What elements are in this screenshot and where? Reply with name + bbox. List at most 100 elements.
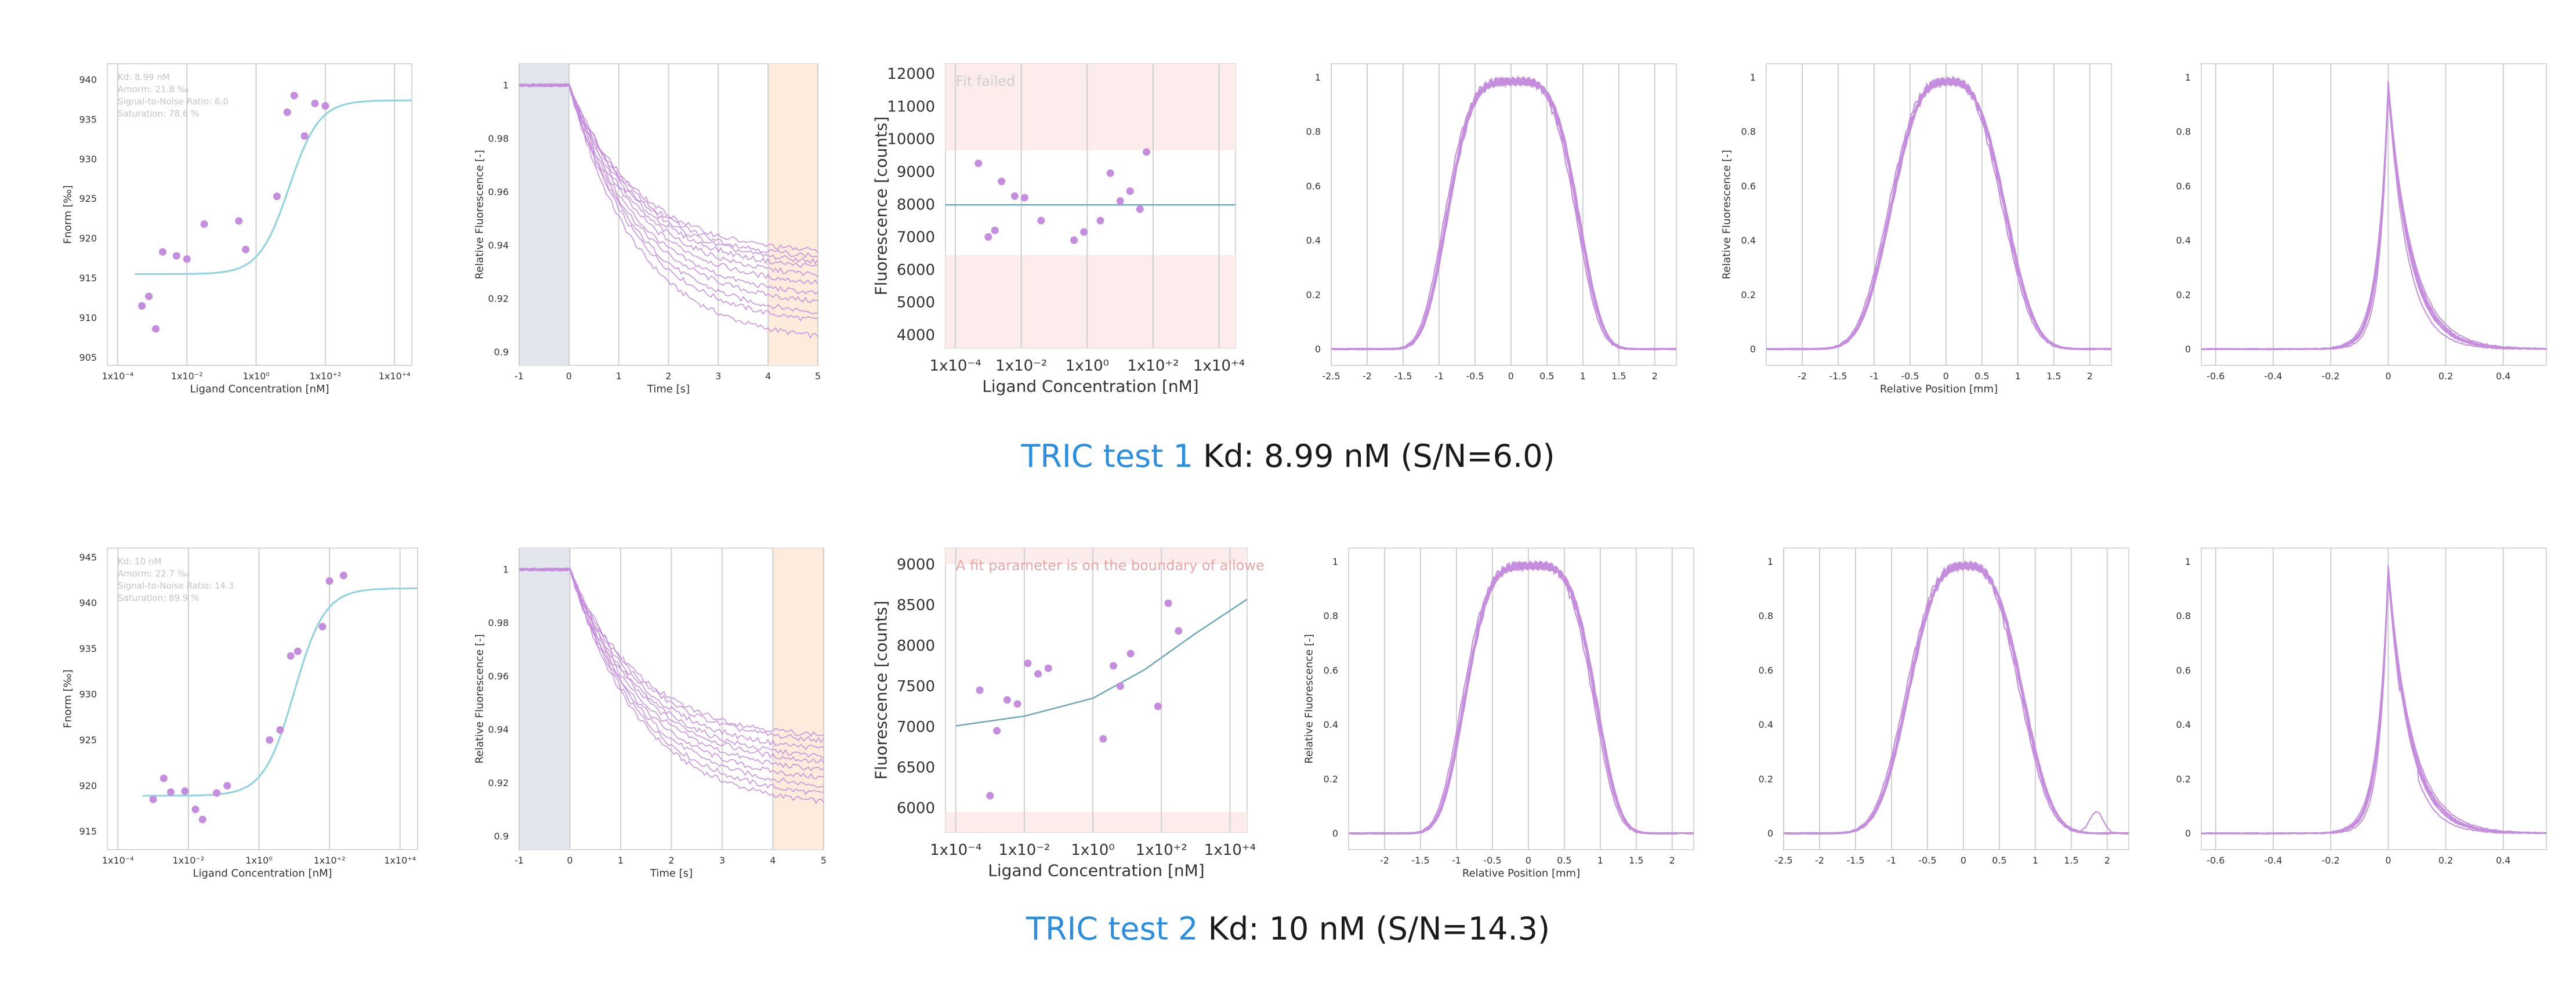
y-tick-label: 0.8 xyxy=(1324,611,1338,622)
y-tick-label: 10000 xyxy=(887,131,935,148)
x-tick-label: 0.2 xyxy=(2439,371,2453,382)
y-tick-label: 1 xyxy=(1315,72,1321,83)
x-tick-label: 5 xyxy=(821,855,827,866)
x-tick-label: 0.4 xyxy=(2496,371,2510,382)
x-tick-label: 2 xyxy=(665,371,671,382)
result-caption-2: TRIC test 2 Kd: 10 nM (S/N=14.3) xyxy=(0,909,2576,949)
time-trace-panel-2: -1 0 1 2 3 4 5 0.9 0.92 0.94 0.96 0.98 1 Time [s] Rela… xyxy=(464,547,829,896)
x-tick-label: 0 xyxy=(567,855,573,866)
x-tick-label: 1x10⁻² xyxy=(995,357,1047,375)
peak-line xyxy=(2201,572,2547,835)
y-tick-label: 0 xyxy=(1750,343,1756,354)
x-tick-label: 4 xyxy=(770,855,776,866)
y-tick-label: 0.9 xyxy=(494,831,509,842)
data-point xyxy=(1013,700,1021,708)
x-tick-label: 1.5 xyxy=(2064,855,2078,866)
data-point xyxy=(166,788,175,796)
y-tick-label: 0.96 xyxy=(488,670,509,681)
profile-line xyxy=(1783,561,2129,835)
x-tick-label: 1x10⁻⁴ xyxy=(102,371,133,382)
trace-line xyxy=(519,567,824,737)
profile-line xyxy=(1766,75,2112,351)
fit-info: Saturation: 89.9 % xyxy=(118,593,199,603)
y-tick-label: 1 xyxy=(2185,556,2191,567)
data-point xyxy=(290,92,298,100)
x-tick-label: -0.5 xyxy=(1466,371,1484,382)
x-tick-label: 1x10⁻² xyxy=(171,371,203,382)
profile-line xyxy=(1784,561,2129,835)
x-tick-label: 2 xyxy=(2087,371,2093,382)
y-tick-label: 0.6 xyxy=(2176,665,2191,676)
data-point xyxy=(200,220,208,228)
hot-region xyxy=(768,64,818,365)
y-tick-label: 915 xyxy=(79,826,97,837)
y-tick-label: 920 xyxy=(79,233,97,244)
y-tick-label: 1 xyxy=(2185,72,2191,83)
y-tick-label: 8000 xyxy=(897,196,935,213)
x-tick-label: 3 xyxy=(719,855,725,866)
x-tick-label: 1 xyxy=(1580,371,1586,382)
y-tick-label: 925 xyxy=(79,735,97,746)
y-tick-label: 0.2 xyxy=(1306,289,1321,300)
peak-line xyxy=(2201,82,2547,350)
data-point xyxy=(984,233,992,241)
x-tick-label: 1x10⁻⁴ xyxy=(102,855,134,866)
data-point xyxy=(1020,194,1028,202)
y-tick-label: 0.98 xyxy=(488,133,509,144)
data-point xyxy=(986,792,994,800)
x-tick-label: 0.4 xyxy=(2496,855,2510,866)
y-tick-label: 9000 xyxy=(897,164,935,181)
fit-curve xyxy=(955,599,1248,727)
data-point xyxy=(318,623,327,631)
y-tick-label: 0.8 xyxy=(1759,611,1773,622)
data-point xyxy=(283,108,291,116)
y-tick-label: 935 xyxy=(79,643,97,654)
x-tick-label: -0.6 xyxy=(2207,371,2224,382)
profile-line xyxy=(1331,76,1677,351)
y-tick-label: 1 xyxy=(503,564,509,575)
profile-line xyxy=(1766,77,2112,351)
y-tick-label: 925 xyxy=(79,193,97,204)
y-tick-label: 6000 xyxy=(897,800,935,817)
x-tick-label: -2 xyxy=(1815,855,1824,866)
data-point xyxy=(1070,236,1078,244)
x-tick-label: 1.5 xyxy=(1611,371,1626,382)
y-tick-label: 7500 xyxy=(897,678,935,695)
y-tick-label: 915 xyxy=(79,273,97,284)
profile-line xyxy=(1766,77,2112,351)
y-tick-label: 1 xyxy=(503,79,509,90)
x-tick-label: 1x10⁺⁴ xyxy=(1204,842,1256,859)
x-tick-label: -1.5 xyxy=(1411,855,1429,866)
y-tick-label: 4000 xyxy=(897,327,935,344)
profile-line xyxy=(1348,560,1694,835)
x-tick-label: -2.5 xyxy=(1322,371,1340,382)
x-tick-label: 5 xyxy=(815,371,821,382)
fit-info: Amorm: 21.8 ‰ xyxy=(118,84,189,95)
y-tick-label: 0.8 xyxy=(2176,611,2191,622)
x-axis-label: Ligand Concentration [nM] xyxy=(982,376,1198,396)
data-point xyxy=(149,795,157,803)
cold-region xyxy=(519,64,569,365)
x-tick-label: 1x10⁻⁴ xyxy=(930,842,981,859)
x-tick-label: 0 xyxy=(2385,855,2391,866)
x-tick-label: 0 xyxy=(1526,855,1531,866)
x-tick-label: 1x10⁺² xyxy=(1136,842,1187,859)
y-tick-label: 6500 xyxy=(897,759,935,777)
x-tick-label: -1 xyxy=(515,855,524,866)
x-tick-label: 1 xyxy=(616,371,622,382)
peak-line xyxy=(2201,566,2547,835)
x-tick-label: -1.5 xyxy=(1394,371,1412,382)
x-axis-label: Ligand Concentration [nM] xyxy=(190,383,329,395)
y-tick-label: 0.96 xyxy=(488,186,509,197)
raw-fluorescence-panel-1: 1x10⁻⁴ 1x10⁻² 1x10⁰ 1x10⁺² 1x10⁺⁴ 4000 5000 600… xyxy=(870,63,1245,412)
data-point xyxy=(976,686,984,694)
x-tick-label: -0.6 xyxy=(2207,855,2224,866)
data-point xyxy=(1044,664,1052,672)
profile-line xyxy=(1766,77,2112,351)
profile-line xyxy=(1348,561,1694,835)
y-tick-label: 905 xyxy=(79,352,97,363)
time-trace-panel-1: -1 0 1 2 3 4 5 0.9 0.92 0.94 0.96 0.98 1 Time [s] Rela… xyxy=(464,63,824,412)
fit-info: Kd: 10 nM xyxy=(118,556,161,567)
x-tick-label: 1x10⁰ xyxy=(1071,842,1114,859)
test-name: TRIC test 1 xyxy=(1021,438,1193,474)
